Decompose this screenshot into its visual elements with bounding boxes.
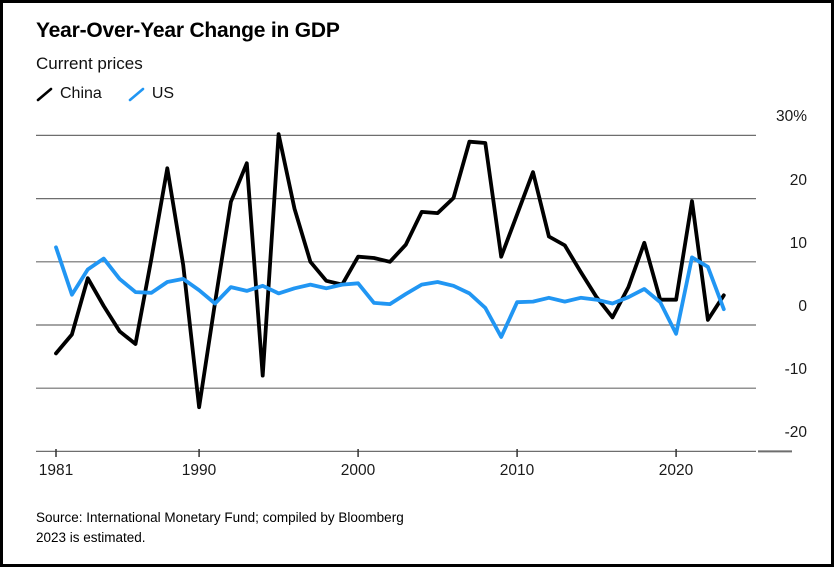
y-axis-label-10: 10	[789, 235, 807, 252]
x-axis-label-2020: 2020	[658, 462, 694, 479]
legend: China US	[36, 85, 174, 103]
x-axis-label-1981: 1981	[38, 462, 74, 479]
y-axis-label--20: -20	[784, 424, 807, 441]
y-axis-label-30: 30%	[775, 108, 807, 125]
y-axis-label-20: 20	[789, 172, 807, 189]
legend-item-china: China	[36, 85, 102, 103]
source-line: Source: International Monetary Fund; com…	[36, 510, 404, 525]
y-axis-label-0: 0	[798, 298, 807, 315]
y-axis-label--10: -10	[784, 361, 807, 378]
us-line-swatch-icon	[128, 87, 145, 101]
x-axis-label-2010: 2010	[499, 462, 535, 479]
china-line-swatch-icon	[36, 87, 53, 101]
x-axis-label-1990: 1990	[181, 462, 217, 479]
line-china	[54, 132, 726, 410]
source-note: Source: International Monetary Fund; com…	[36, 508, 404, 547]
legend-label-us: US	[151, 85, 175, 102]
chart-title: Year-Over-Year Change in GDP	[36, 19, 340, 42]
legend-item-us: US	[128, 85, 174, 103]
estimate-note: 2023 is estimated.	[36, 529, 146, 545]
chart-subtitle: Current prices	[36, 54, 143, 73]
line-us	[54, 245, 726, 339]
x-axis-label-2000: 2000	[340, 462, 376, 479]
legend-label-china: China	[60, 85, 102, 102]
